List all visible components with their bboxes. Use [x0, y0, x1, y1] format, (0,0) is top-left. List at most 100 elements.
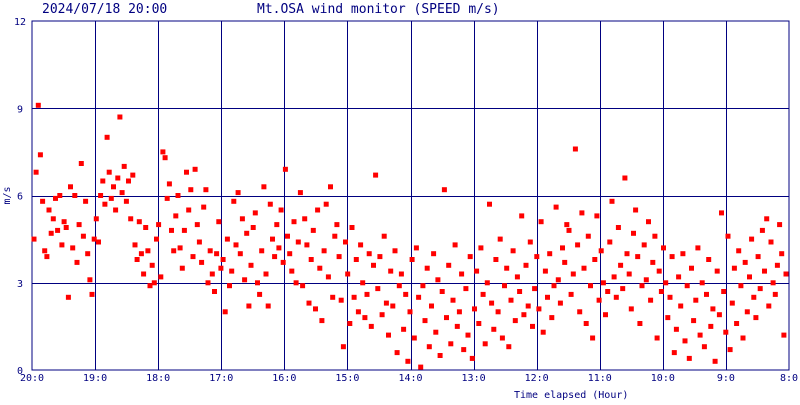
data-point [491, 326, 497, 332]
data-point [680, 251, 686, 257]
data-point [536, 306, 542, 312]
data-point [643, 277, 649, 283]
data-point [701, 344, 707, 350]
data-point [323, 201, 329, 207]
data-point [517, 289, 523, 294]
data-point [347, 321, 353, 326]
data-point [255, 280, 260, 286]
data-point [540, 329, 546, 335]
y-tick-label: 9 [17, 104, 23, 115]
data-point [379, 312, 385, 318]
x-tick-label: 19:0 [83, 373, 107, 384]
data-point [768, 239, 774, 245]
data-point [138, 251, 144, 257]
data-point [134, 257, 140, 262]
data-point [300, 283, 306, 289]
data-point [497, 236, 503, 242]
y-axis-label: m/s [2, 186, 13, 204]
data-point [579, 210, 585, 216]
data-point [766, 303, 772, 309]
data-point [611, 274, 617, 280]
data-point [564, 222, 570, 228]
data-point [76, 222, 82, 228]
data-point [452, 242, 458, 248]
data-point [194, 222, 200, 228]
data-point [181, 227, 187, 233]
x-tick-label: 15:0 [335, 373, 359, 384]
data-point [375, 286, 381, 292]
data-point [706, 257, 712, 262]
data-point [106, 169, 112, 175]
data-point [37, 152, 43, 158]
data-point [508, 297, 514, 303]
data-point [31, 236, 37, 242]
data-point [274, 222, 280, 228]
data-point [654, 335, 660, 341]
data-point [772, 291, 778, 297]
data-point [396, 283, 402, 289]
data-point [723, 329, 729, 335]
data-point [345, 271, 351, 277]
data-point [506, 344, 512, 350]
data-point [78, 161, 84, 166]
data-point [686, 355, 692, 361]
data-point [693, 297, 699, 303]
data-point [229, 268, 235, 274]
data-point [403, 291, 409, 297]
y-tick-label: 3 [17, 279, 23, 290]
data-point [35, 102, 41, 108]
data-point [570, 271, 576, 277]
data-point [429, 303, 434, 309]
data-point [577, 309, 583, 315]
data-point [435, 277, 441, 283]
data-point [777, 222, 783, 228]
data-point [753, 315, 759, 321]
data-point [478, 245, 484, 251]
data-point [117, 114, 123, 120]
data-point [405, 358, 411, 364]
data-point [267, 201, 273, 207]
x-tick-label: 12:0 [525, 373, 549, 384]
data-point [622, 175, 628, 181]
data-point [620, 286, 626, 292]
x-tick-label: 20:0 [20, 373, 44, 384]
data-point [538, 219, 544, 225]
data-point [227, 283, 232, 289]
data-point [751, 294, 757, 300]
data-point [493, 257, 499, 262]
data-point [121, 163, 127, 169]
data-point [592, 257, 598, 262]
data-point [461, 347, 467, 353]
chart-datetime: 2024/07/18 20:00 [42, 2, 167, 17]
data-point [469, 355, 475, 361]
data-point [224, 236, 230, 242]
data-point [437, 353, 443, 358]
data-point [764, 216, 770, 222]
data-point [523, 262, 529, 268]
data-point [588, 283, 593, 289]
data-point [689, 265, 694, 271]
data-point [42, 248, 48, 254]
data-point [560, 245, 565, 251]
y-axis-ticks: 0 3 6 9 12 [14, 17, 26, 377]
data-point [87, 277, 93, 283]
data-point [235, 190, 241, 196]
data-point [358, 242, 364, 248]
data-point [282, 166, 288, 172]
data-point [398, 271, 404, 277]
data-point [248, 262, 254, 268]
data-point [141, 271, 147, 277]
data-point [261, 184, 267, 190]
data-point [734, 321, 740, 326]
data-point [353, 257, 359, 262]
data-point [422, 318, 428, 324]
data-point [126, 178, 131, 184]
data-point [450, 297, 456, 303]
data-point [551, 283, 557, 289]
data-point [186, 207, 192, 213]
data-point [113, 207, 119, 213]
data-point [575, 242, 581, 248]
data-point [355, 309, 361, 315]
data-point [315, 207, 321, 213]
x-axis-ticks: 20:0 19:0 18:0 17:0 16:0 15:0 14:0 13:0 12:0 11:0… [20, 373, 798, 384]
